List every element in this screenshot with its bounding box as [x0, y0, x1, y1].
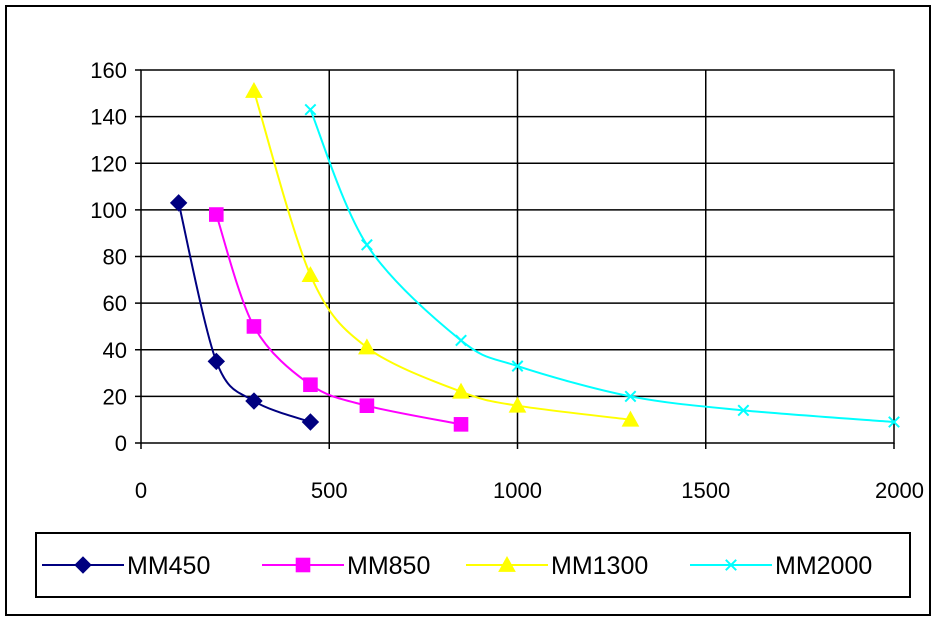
- x-tick-label: 1000: [493, 478, 542, 503]
- data-point-mm1300: [452, 382, 470, 399]
- y-tick-label: 80: [103, 245, 127, 270]
- legend-label-mm1300: MM1300: [551, 552, 648, 580]
- y-tick-label: 0: [115, 431, 127, 456]
- data-point-mm2000: [737, 404, 750, 417]
- marker-stroke: [624, 390, 637, 403]
- legend-marker-mm2000: [725, 559, 737, 571]
- data-point-mm850: [209, 207, 224, 222]
- data-point-mm2000: [455, 334, 467, 347]
- legend-label-mm450: MM450: [127, 552, 210, 580]
- data-point-mm1300: [245, 81, 263, 98]
- data-point-mm850: [246, 319, 262, 334]
- legend-label-mm2000: MM2000: [775, 552, 872, 580]
- legend-label-mm850: MM850: [347, 552, 430, 580]
- legend-marker-mm450: [74, 556, 92, 574]
- y-tick-label: 60: [103, 291, 127, 316]
- data-point-mm450: [301, 413, 320, 431]
- series-mm850: [209, 207, 469, 432]
- data-point-mm850: [359, 398, 375, 413]
- x-tick-label: 0: [135, 478, 147, 503]
- marker-stroke: [511, 360, 524, 372]
- data-point-mm850: [303, 377, 318, 393]
- x-tick-label: 500: [311, 478, 348, 503]
- y-tick-label: 160: [90, 58, 127, 83]
- data-point-mm850: [453, 417, 469, 432]
- data-point-mm450: [169, 194, 188, 212]
- marker-stroke: [725, 559, 737, 571]
- plot-area: 0 20 40 60 80 100 120 140 160 0 500 1000 1500 2000: [90, 58, 924, 503]
- y-tick-label: 20: [103, 384, 127, 409]
- data-point-mm450: [245, 392, 263, 410]
- data-point-mm2000: [304, 103, 317, 116]
- data-point-mm2000: [360, 238, 373, 251]
- data-point-mm1300: [508, 396, 527, 413]
- data-point-mm1300: [301, 266, 320, 283]
- legend-item-mm850: MM850: [262, 552, 430, 580]
- data-point-mm1300: [358, 338, 376, 355]
- data-point-mm2000: [624, 390, 637, 403]
- legend-marker-mm1300: [498, 555, 516, 572]
- marker-stroke: [737, 404, 750, 417]
- series-mm450: [169, 194, 320, 431]
- legend-item-mm450: MM450: [42, 552, 210, 580]
- data-point-mm2000: [888, 416, 900, 428]
- marker-stroke: [888, 416, 900, 428]
- x-tick-label: 2000: [875, 478, 924, 503]
- series-line-mm1300: [252, 90, 631, 421]
- x-tick-label: 1500: [681, 478, 730, 503]
- y-tick-label: 140: [90, 105, 127, 130]
- series-line-mm450: [177, 202, 311, 423]
- y-tick-label: 100: [90, 198, 127, 223]
- data-point-mm1300: [621, 410, 640, 427]
- series-mm2000: [304, 103, 900, 428]
- marker-stroke: [360, 238, 373, 251]
- legend-item-mm1300: MM1300: [466, 552, 648, 580]
- legend-marker-mm850: [295, 557, 311, 573]
- data-point-mm2000: [511, 360, 524, 372]
- data-point-mm450: [207, 352, 226, 371]
- legend-item-mm2000: MM2000: [690, 552, 872, 580]
- series-mm1300: [245, 81, 640, 427]
- y-tick-label: 120: [90, 151, 127, 176]
- legend: MM450 MM850 MM1300 MM2000: [35, 532, 911, 598]
- marker-stroke: [304, 103, 317, 116]
- marker-stroke: [455, 334, 467, 347]
- y-tick-label: 40: [103, 338, 127, 363]
